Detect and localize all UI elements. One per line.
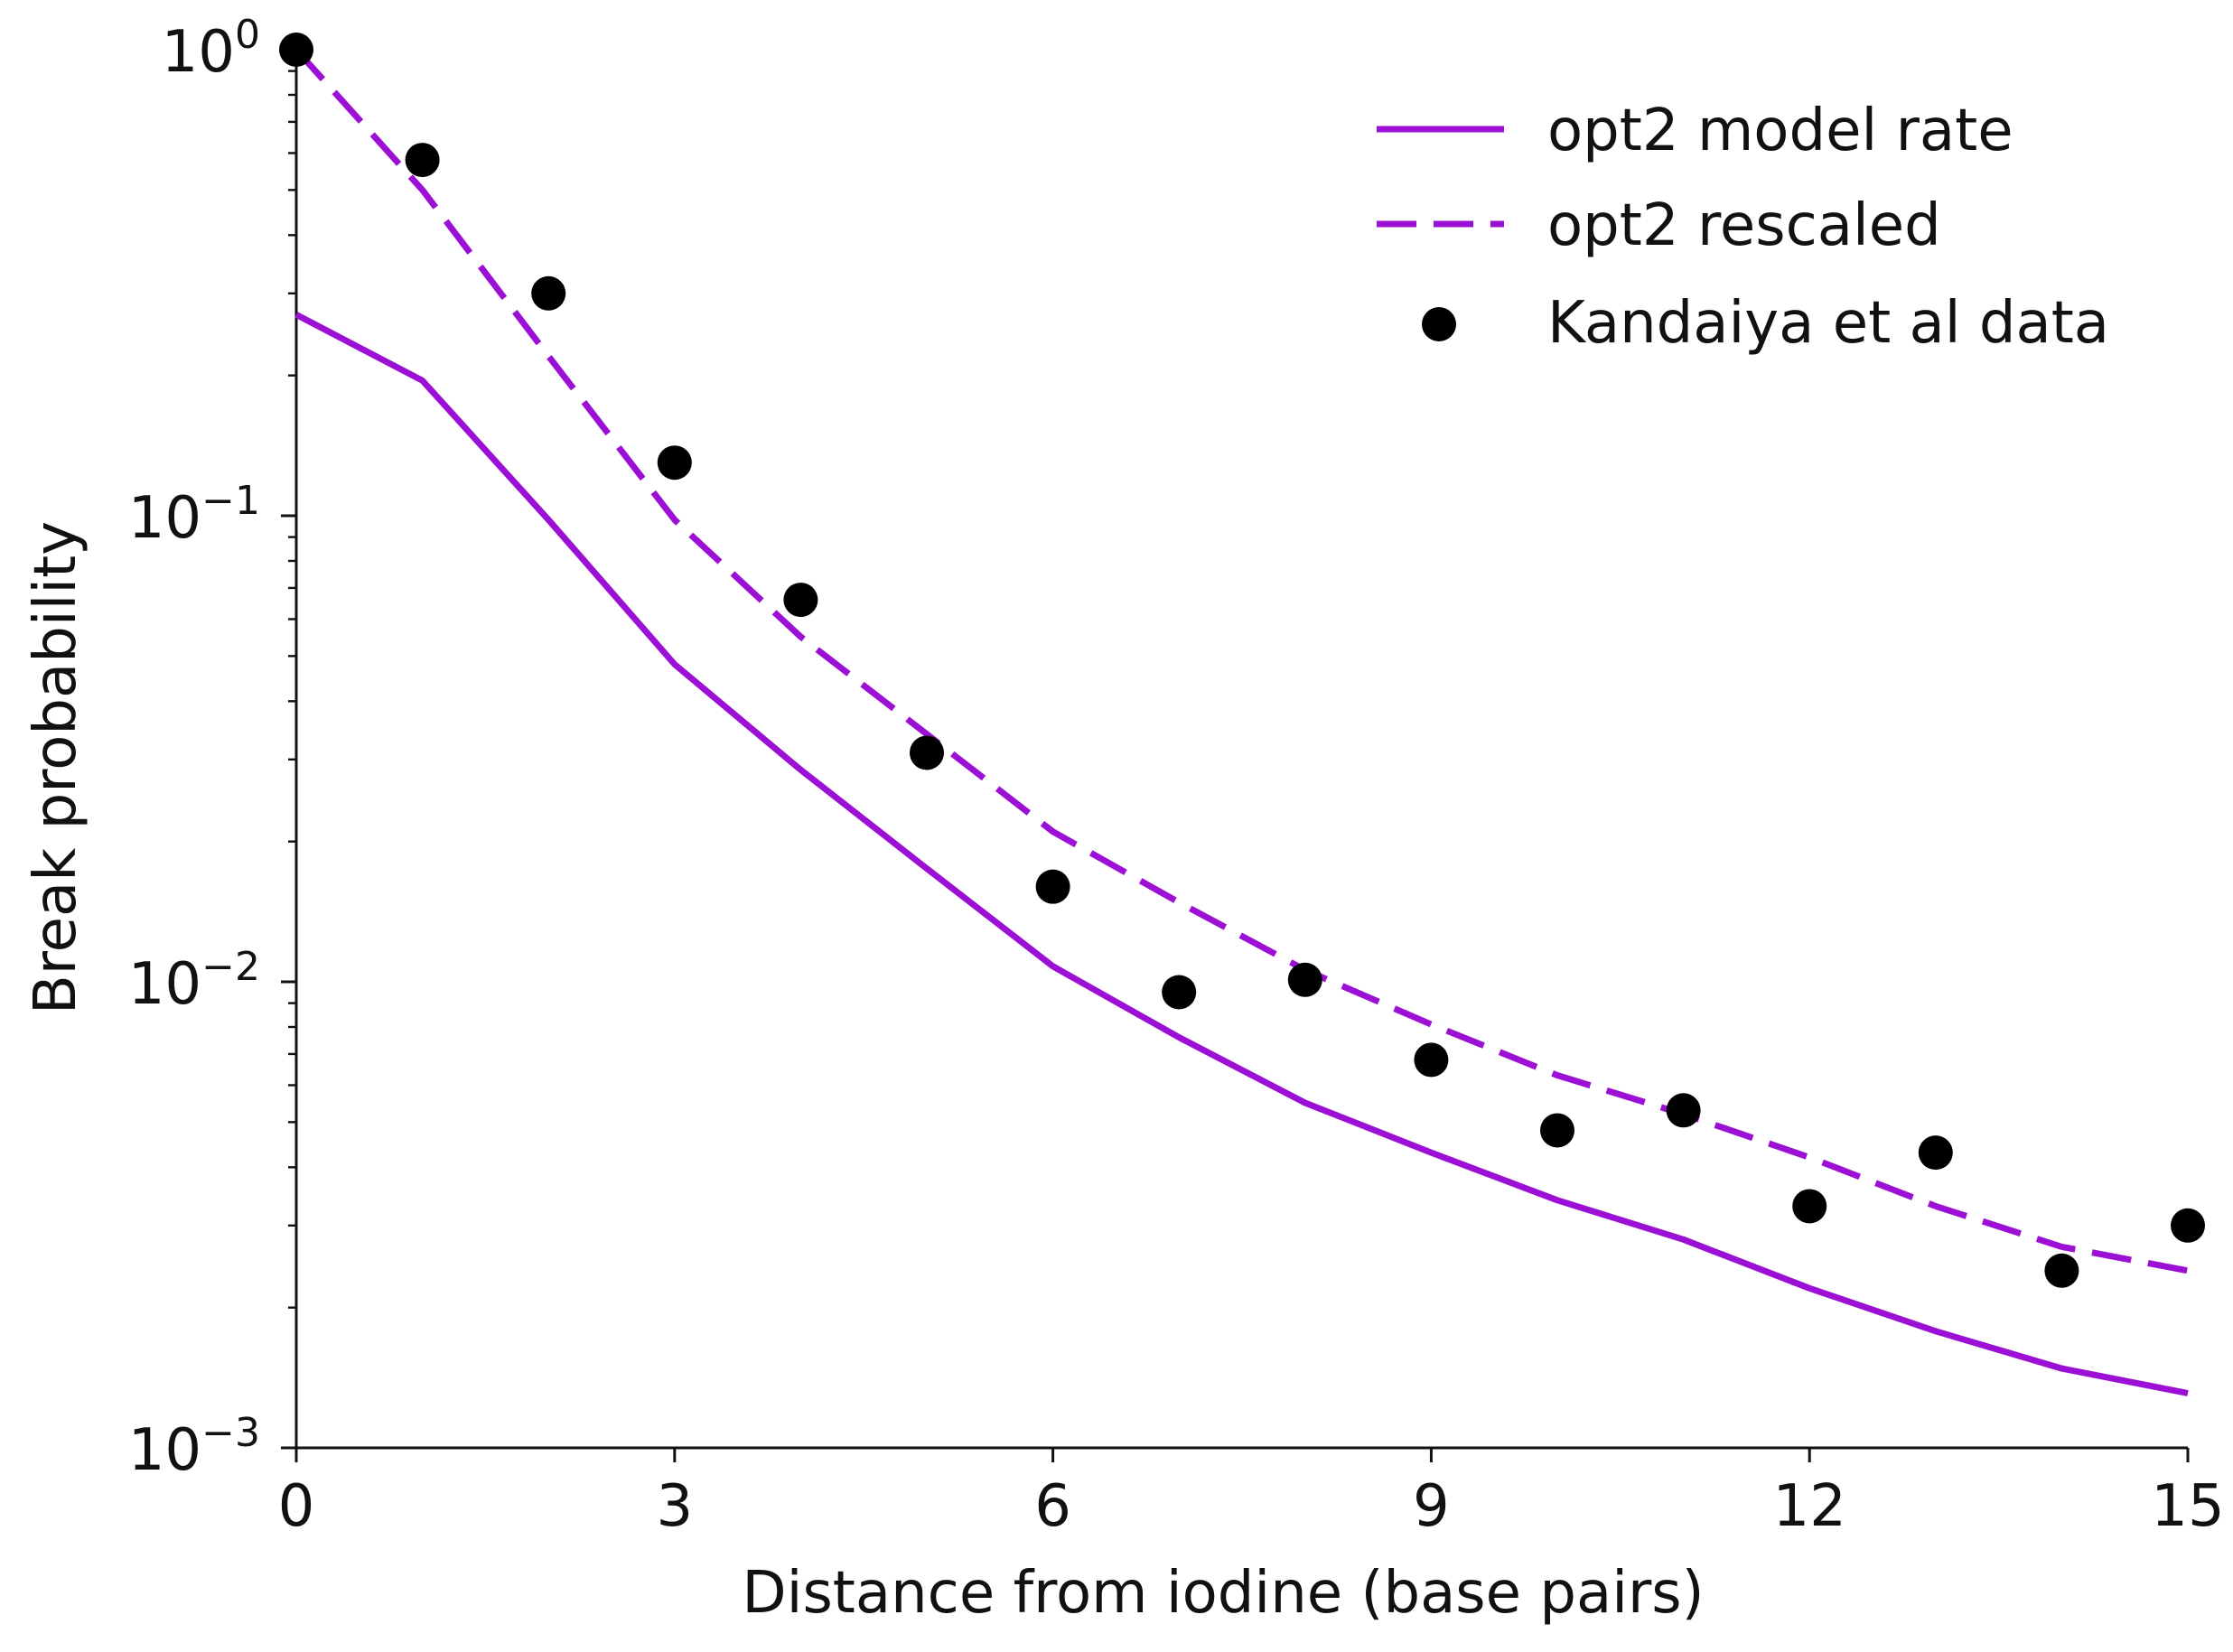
data-point [783, 583, 818, 618]
data-point [405, 143, 440, 178]
data-point [1414, 1042, 1449, 1078]
data-point [1035, 869, 1070, 904]
data-point [1918, 1135, 1953, 1171]
x-tick-label: 3 [656, 1473, 693, 1540]
legend: opt2 model rate opt2 rescaled Kandaiya et … [1377, 98, 2109, 357]
data-point [1162, 975, 1197, 1010]
x-tick-label: 9 [1413, 1473, 1450, 1540]
data-point [531, 275, 566, 311]
y-tick-label: 10−2 [128, 944, 260, 1018]
y-tick-label: 10−3 [128, 1410, 260, 1484]
x-tick-label: 0 [278, 1473, 315, 1540]
x-tick-label: 6 [1034, 1473, 1071, 1540]
legend-label: Kandaiya et al data [1547, 290, 2109, 357]
y-tick-label: 10−1 [128, 478, 260, 552]
model-rate-line [294, 312, 2189, 1396]
data-point [2171, 1208, 2205, 1243]
legend-marker [1422, 307, 1456, 341]
rescaled-line [294, 47, 2189, 1274]
data-point [279, 33, 313, 67]
data-point [1666, 1093, 1701, 1128]
axes: 0 3 6 9 12 15 100 10−1 10−2 10−3 [128, 12, 2225, 1540]
data-point [1792, 1189, 1827, 1224]
data-point [2044, 1253, 2079, 1288]
data-point [910, 735, 944, 770]
data-point [1540, 1113, 1574, 1148]
y-axis-label: Break probability [23, 521, 89, 1014]
x-tick-label: 12 [1772, 1473, 1845, 1540]
x-tick-label: 15 [2151, 1473, 2224, 1540]
data-point [657, 445, 692, 481]
legend-label: opt2 model rate [1547, 98, 2013, 164]
data-point [1287, 962, 1322, 997]
plot-series [279, 33, 2205, 1396]
legend-label: opt2 rescaled [1547, 192, 1941, 259]
y-tick-label: 100 [162, 12, 260, 86]
x-axis-label: Distance from iodine (base pairs) [742, 1560, 1704, 1627]
